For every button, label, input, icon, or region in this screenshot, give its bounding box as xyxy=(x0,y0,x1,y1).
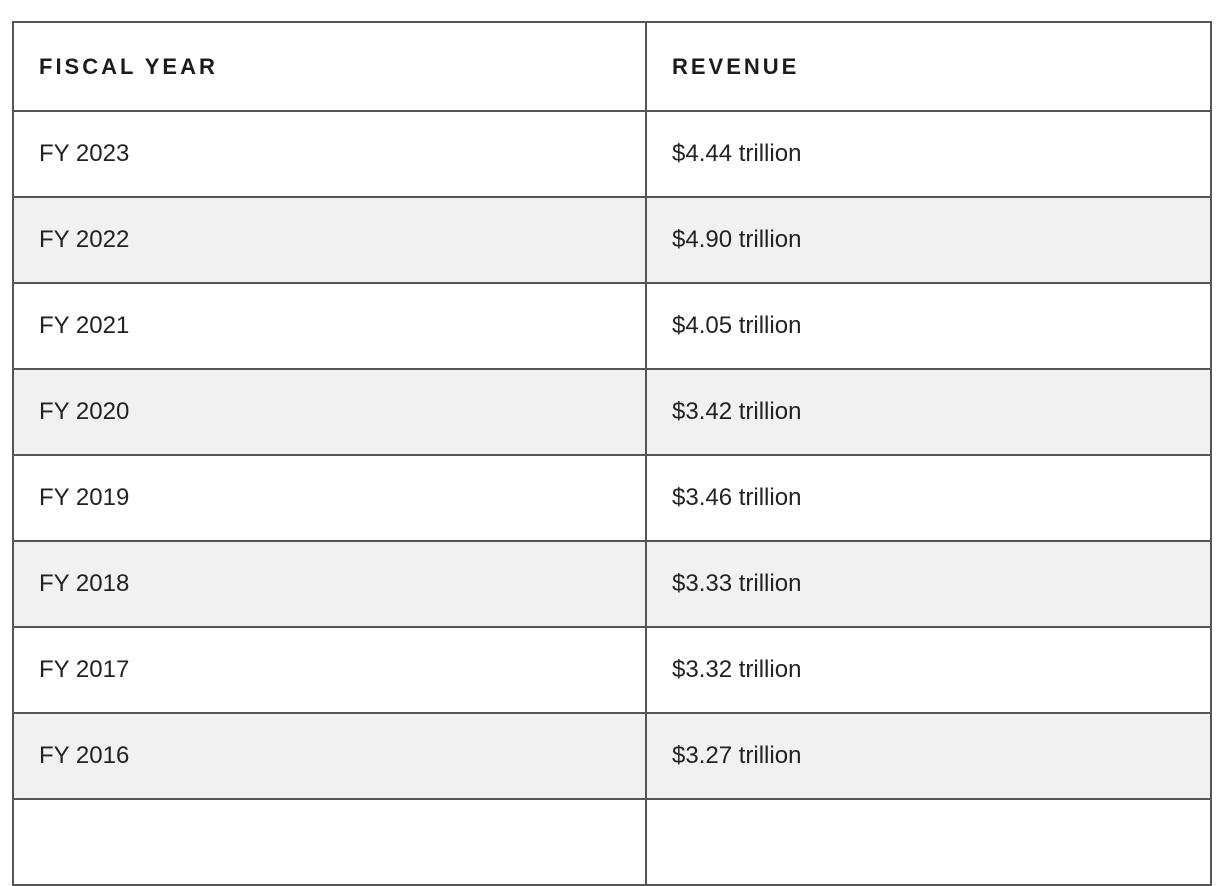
table-row: FY 2022 $4.90 trillion xyxy=(12,196,1212,284)
fiscal-year-cell: FY 2017 xyxy=(12,626,647,714)
fiscal-year-cell: FY 2020 xyxy=(12,368,647,456)
table-row: FY 2023 $4.44 trillion xyxy=(12,110,1212,198)
table-row: FY 2018 $3.33 trillion xyxy=(12,540,1212,628)
table-row: FY 2020 $3.42 trillion xyxy=(12,368,1212,456)
revenue-cell: $3.32 trillion xyxy=(645,626,1212,714)
revenue-table-container: FISCAL YEAR REVENUE FY 2023 $4.44 trilli… xyxy=(12,21,1212,886)
revenue-cell-empty xyxy=(645,798,1212,886)
table-row: FY 2021 $4.05 trillion xyxy=(12,282,1212,370)
revenue-cell: $3.46 trillion xyxy=(645,454,1212,542)
fiscal-year-cell: FY 2022 xyxy=(12,196,647,284)
fiscal-year-cell-empty xyxy=(12,798,647,886)
fiscal-year-cell: FY 2023 xyxy=(12,110,647,198)
revenue-cell: $3.33 trillion xyxy=(645,540,1212,628)
table-body: FY 2023 $4.44 trillion FY 2022 $4.90 tri… xyxy=(12,110,1212,886)
column-header-fiscal-year: FISCAL YEAR xyxy=(12,21,647,112)
revenue-cell: $4.05 trillion xyxy=(645,282,1212,370)
fiscal-year-cell: FY 2016 xyxy=(12,712,647,800)
table-row-partial xyxy=(12,798,1212,886)
column-header-revenue: REVENUE xyxy=(645,21,1212,112)
fiscal-year-revenue-table: FISCAL YEAR REVENUE FY 2023 $4.44 trilli… xyxy=(12,21,1212,886)
table-row: FY 2019 $3.46 trillion xyxy=(12,454,1212,542)
table-row: FY 2016 $3.27 trillion xyxy=(12,712,1212,800)
table-row: FY 2017 $3.32 trillion xyxy=(12,626,1212,714)
header-row: FISCAL YEAR REVENUE xyxy=(12,21,1212,112)
revenue-cell: $3.42 trillion xyxy=(645,368,1212,456)
revenue-cell: $3.27 trillion xyxy=(645,712,1212,800)
table-header: FISCAL YEAR REVENUE xyxy=(12,21,1212,112)
fiscal-year-cell: FY 2018 xyxy=(12,540,647,628)
fiscal-year-cell: FY 2021 xyxy=(12,282,647,370)
revenue-cell: $4.44 trillion xyxy=(645,110,1212,198)
fiscal-year-cell: FY 2019 xyxy=(12,454,647,542)
revenue-cell: $4.90 trillion xyxy=(645,196,1212,284)
